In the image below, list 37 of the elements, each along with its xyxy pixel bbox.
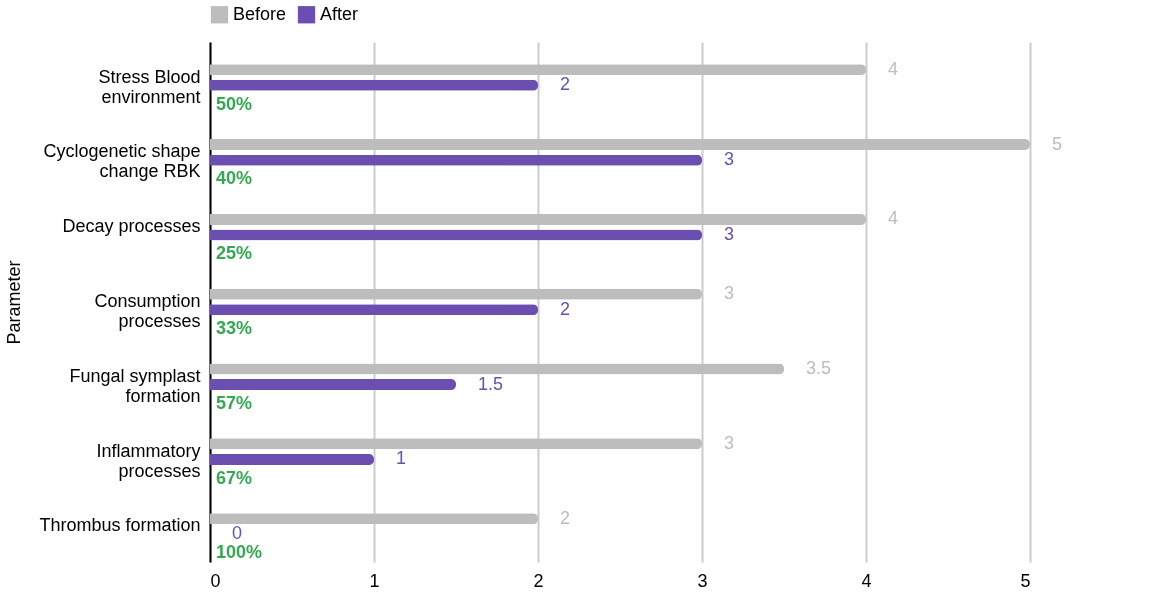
y-tick-label: Consumption processes bbox=[94, 291, 201, 331]
annotation: 57% bbox=[216, 392, 253, 413]
annotation: 40% bbox=[216, 168, 253, 189]
y-tick-label: Decay processes bbox=[62, 216, 201, 237]
data-label: 2 bbox=[560, 298, 571, 319]
data-label: 0 bbox=[232, 523, 243, 544]
annotation: 25% bbox=[216, 243, 253, 264]
data-label: 2 bbox=[560, 507, 571, 528]
y-tick-label: Stress Blood environment bbox=[98, 66, 201, 107]
data-label: 4 bbox=[888, 208, 899, 229]
data-label: 5 bbox=[1052, 133, 1063, 154]
data-label: 3 bbox=[724, 432, 735, 453]
y-tick-label: Inflammatory processes bbox=[96, 440, 201, 481]
annotation: 67% bbox=[216, 467, 253, 488]
legend-label: Before bbox=[233, 3, 287, 24]
annotation: 50% bbox=[216, 93, 253, 114]
data-label: 2 bbox=[560, 74, 571, 95]
x-tick-label: 1 bbox=[369, 570, 380, 591]
data-label: 3.5 bbox=[806, 358, 832, 379]
x-tick-label: 3 bbox=[697, 570, 708, 591]
x-tick-label: 2 bbox=[533, 570, 544, 591]
y-tick-label: Fungal symplast formation bbox=[69, 365, 201, 406]
x-tick-label: 4 bbox=[861, 570, 872, 591]
data-label: 3 bbox=[724, 283, 735, 304]
x-tick-label: 0 bbox=[210, 570, 221, 591]
y-axis-title: Parameter bbox=[4, 260, 25, 345]
annotation: 33% bbox=[216, 318, 253, 338]
data-label: 1 bbox=[396, 448, 407, 469]
data-label: 3 bbox=[724, 223, 735, 244]
annotation: 100% bbox=[216, 542, 263, 563]
data-label: 4 bbox=[888, 58, 899, 79]
x-tick-label: 5 bbox=[1020, 570, 1031, 591]
data-label: 3 bbox=[724, 149, 735, 170]
legend-label: After bbox=[320, 3, 359, 24]
y-tick-label: Thrombus formation bbox=[39, 515, 201, 536]
y-tick-label: Cyclogenetic shape change RBK bbox=[43, 141, 201, 182]
data-label: 1.5 bbox=[478, 373, 504, 394]
